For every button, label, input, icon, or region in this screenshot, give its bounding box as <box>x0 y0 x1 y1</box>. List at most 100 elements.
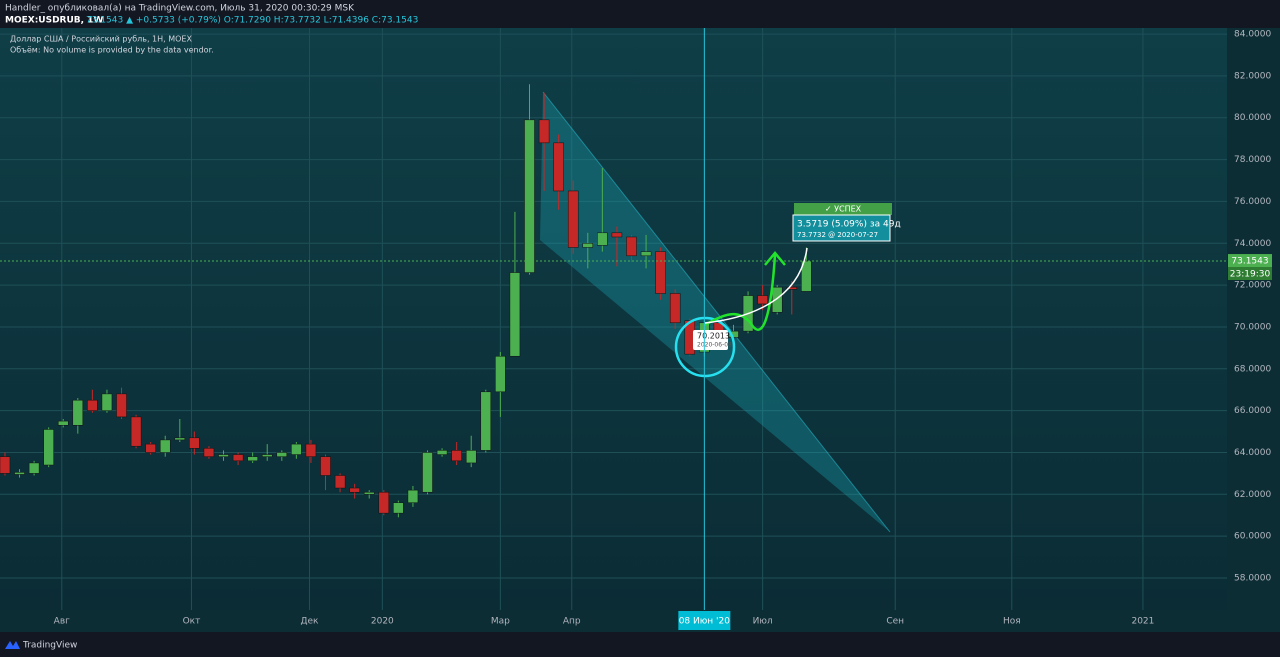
candle-body <box>422 452 433 493</box>
countdown-box <box>1228 267 1272 280</box>
quote: 73.1543 ▲ +0.5733 (+0.79%) O:71.7290 H:7… <box>86 16 418 26</box>
stats-box <box>792 214 891 242</box>
start-label-box <box>693 330 728 350</box>
y-tick-label: 62.0000 <box>1234 490 1271 500</box>
candle-body <box>320 456 331 476</box>
candle-body <box>495 355 506 393</box>
candle-body <box>218 454 229 457</box>
candle-body <box>407 489 419 503</box>
candle-body <box>669 293 681 324</box>
x-tick-label: Окт <box>183 617 201 627</box>
candle-body <box>363 491 375 495</box>
candle-body <box>465 450 477 464</box>
candle-body <box>261 454 273 457</box>
candle-body <box>538 119 550 144</box>
x-tick-label: 2020 <box>371 617 394 627</box>
candle-body <box>72 399 84 426</box>
candle-body <box>524 119 535 273</box>
last-price-box <box>1228 254 1272 268</box>
candle-body <box>14 472 25 475</box>
x-tick-label: Сен <box>886 617 904 627</box>
start-date: 2020-06-08 <box>697 342 732 349</box>
candle-body <box>232 454 244 462</box>
candle-body <box>247 456 258 462</box>
candle-body <box>334 475 346 489</box>
y-tick-label: 60.0000 <box>1234 532 1271 542</box>
x-tick-label: 2021 <box>1131 617 1154 627</box>
x-tick-label: Июл <box>753 617 773 627</box>
candle-body <box>567 190 579 248</box>
countdown: 23:19:30 <box>1230 270 1271 280</box>
candle-body <box>174 437 186 441</box>
y-tick-label: 64.0000 <box>1234 448 1271 458</box>
candle-body <box>0 456 11 474</box>
success-text: ✓ УСПЕХ <box>825 205 862 214</box>
stats-target: 73.7732 @ 2020-07-27 <box>797 231 878 239</box>
candle-body <box>771 286 783 313</box>
candle-body <box>597 232 608 246</box>
y-tick-label: 84.0000 <box>1234 30 1271 40</box>
candle-body <box>640 251 652 257</box>
candle-body <box>436 450 448 455</box>
y-tick-label: 78.0000 <box>1234 155 1271 165</box>
chart-title: Доллар США / Российский рубль, 1Н, MOEX <box>10 35 192 44</box>
candle-body <box>611 232 623 238</box>
candle-body <box>553 142 564 192</box>
candle-body <box>451 450 462 462</box>
x-tick-label: Апр <box>563 617 581 627</box>
crosshair-label: 08 Июн '20 <box>679 617 731 627</box>
circle-drawing <box>674 316 736 378</box>
crosshair-label-box <box>678 611 731 630</box>
candle-body <box>159 439 171 453</box>
candle-body <box>509 272 521 357</box>
candle-body <box>582 243 594 248</box>
candle-body <box>626 236 637 257</box>
candle-body <box>801 260 812 292</box>
last-price: 73.1543 <box>1231 257 1268 267</box>
success-badge <box>794 203 892 215</box>
brand: TradingView <box>22 641 77 651</box>
candle-body <box>276 452 288 457</box>
wedge-drawing <box>540 92 890 532</box>
path-drawing <box>704 247 808 324</box>
candle-body <box>189 437 200 449</box>
time-axis <box>0 610 1227 632</box>
arrow-head <box>764 251 786 266</box>
candle-body <box>87 399 98 411</box>
x-tick-label: Ноя <box>1003 617 1021 627</box>
candle-body <box>57 420 69 426</box>
candle-body <box>480 391 492 451</box>
x-tick-label: Мар <box>491 617 510 627</box>
candle-body <box>378 491 390 514</box>
stats-move: 3.5719 (5.09%) за 49д <box>797 220 901 230</box>
y-tick-label: 74.0000 <box>1234 239 1271 249</box>
y-tick-label: 76.0000 <box>1234 197 1271 207</box>
candle-body <box>393 502 404 514</box>
y-tick-label: 66.0000 <box>1234 406 1271 416</box>
candle-body <box>349 487 360 493</box>
y-tick-label: 82.0000 <box>1234 71 1271 81</box>
candle-body <box>291 443 302 455</box>
logo <box>5 641 20 649</box>
y-tick-label: 70.0000 <box>1234 322 1271 332</box>
y-tick-label: 68.0000 <box>1234 364 1271 374</box>
y-tick-label: 72.0000 <box>1234 281 1271 291</box>
candle-body <box>145 443 156 453</box>
y-tick-label: 58.0000 <box>1234 573 1271 583</box>
wedge-line <box>542 91 891 533</box>
candle-body <box>28 462 40 474</box>
symbol: MOEX:USDRUB, 1W <box>5 16 103 26</box>
candle-body <box>203 448 215 457</box>
candle-body <box>786 286 798 290</box>
candle-body <box>305 443 317 457</box>
candle-body <box>655 251 666 294</box>
y-tick-label: 80.0000 <box>1234 113 1271 123</box>
start-price: 70.2013 <box>697 332 730 341</box>
candle-body <box>101 393 113 411</box>
arrow-drawing <box>704 254 777 331</box>
candle-body <box>116 393 127 418</box>
candle-body <box>757 295 768 305</box>
publisher: Handler_ опубликовал(а) на TradingView.c… <box>5 4 355 14</box>
